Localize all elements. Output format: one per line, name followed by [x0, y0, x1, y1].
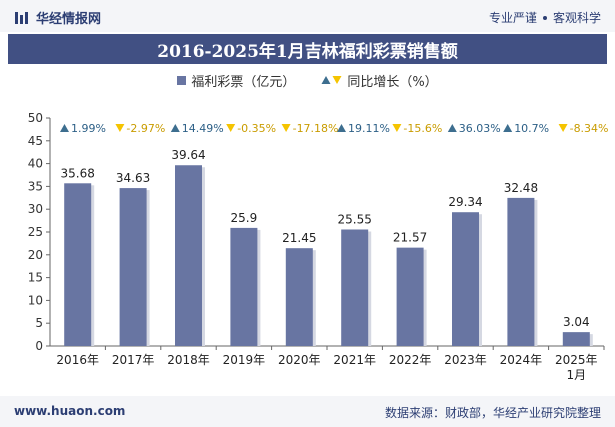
triangle-down-icon [332, 76, 342, 84]
x-tick-label: 2019年 [223, 353, 266, 367]
legend-growth-icon [321, 75, 342, 85]
bar [507, 197, 535, 346]
growth-label: 10.7% [514, 122, 549, 135]
y-tick-label: 35 [28, 179, 43, 193]
brand-name: 华经情报网 [36, 12, 102, 27]
legend-bar-label: 福利彩票（亿元） [191, 74, 296, 90]
bar-value-label: 29.34 [448, 195, 482, 209]
growth-label: 1.99% [71, 122, 106, 135]
y-tick-label: 20 [28, 248, 43, 262]
growth-down-marker [558, 124, 568, 132]
bar [452, 212, 479, 346]
growth-label: 36.03% [459, 122, 501, 135]
footer-source: 数据来源：财政部，华经产业研究院整理 [384, 406, 601, 420]
legend-bar-swatch [177, 75, 187, 85]
tagline-left: 专业严谨 [488, 11, 537, 25]
y-tick-label: 40 [28, 157, 43, 171]
legend-growth-label: 同比增长（%） [347, 74, 438, 90]
x-tick-label-line2: 1月 [566, 368, 586, 382]
chart-legend: 福利彩票（亿元） 同比增长（%） [0, 70, 615, 90]
x-tick-label: 2024年 [500, 353, 543, 367]
y-tick-label: 30 [28, 202, 43, 216]
brand[interactable]: 华经情报网 [14, 8, 101, 27]
x-tick-label: 2017年 [112, 353, 155, 367]
footer-url[interactable]: www.huaon.com [14, 404, 126, 418]
bar [119, 188, 147, 346]
x-tick-label: 2021年 [333, 353, 376, 367]
growth-label: -15.6% [403, 122, 442, 135]
bar-value-label: 34.63 [116, 171, 150, 185]
x-tick-label: 2023年 [444, 353, 487, 367]
x-tick-label: 2018年 [167, 353, 210, 367]
legend-item-growth: 同比增长（%） [321, 71, 438, 90]
y-tick-label: 45 [28, 134, 43, 148]
growth-label: -8.34% [570, 122, 609, 135]
bar-value-label: 21.45 [282, 231, 316, 245]
bar-value-label: 39.64 [171, 148, 205, 162]
growth-down-marker [281, 124, 291, 132]
bar-value-label: 3.04 [563, 315, 590, 329]
x-tick-label: 2016年 [56, 353, 99, 367]
y-tick-label: 15 [28, 271, 43, 285]
bar [562, 332, 590, 346]
growth-up-marker [447, 124, 457, 132]
bar [175, 165, 202, 346]
growth-label: -0.35% [237, 122, 276, 135]
x-tick-label: 2022年 [389, 353, 432, 367]
growth-label: 14.49% [182, 122, 224, 135]
growth-label: -17.18% [293, 122, 339, 135]
y-tick-label: 10 [28, 293, 43, 307]
growth-up-marker [170, 124, 180, 132]
growth-down-marker [392, 124, 402, 132]
bar [285, 248, 313, 346]
footer: www.huaon.com 数据来源：财政部，华经产业研究院整理 [0, 396, 615, 427]
top-bar: 华经情报网 专业严谨 客观科学 [0, 0, 615, 32]
growth-up-marker [337, 124, 346, 132]
y-tick-label: 5 [35, 316, 43, 330]
bar [230, 227, 258, 346]
y-tick-label: 50 [28, 111, 43, 125]
chart-title: 2016-2025年1月吉林福利彩票销售额 [157, 41, 458, 62]
x-tick-label: 2020年 [278, 353, 321, 367]
triangle-up-icon [321, 76, 331, 84]
y-tick-label: 0 [35, 339, 43, 353]
growth-label: -2.97% [126, 122, 165, 135]
bar-value-label: 25.9 [231, 211, 258, 225]
x-tick-label: 2025年 [555, 353, 598, 367]
bar [396, 247, 424, 346]
y-tick-label: 25 [28, 225, 43, 239]
bar-value-label: 35.68 [61, 166, 95, 180]
title-bar: 2016-2025年1月吉林福利彩票销售额 [8, 34, 607, 64]
legend-item-bar: 福利彩票（亿元） [177, 71, 295, 90]
bar [64, 183, 92, 346]
growth-up-marker [60, 124, 69, 132]
bar [341, 229, 369, 346]
brand-logo-icon [15, 11, 28, 24]
growth-down-marker [226, 124, 236, 132]
growth-label: 19.11% [348, 122, 390, 135]
growth-down-marker [115, 124, 125, 132]
bar-value-label: 32.48 [504, 181, 538, 195]
tagline-right: 客观科学 [552, 11, 601, 25]
tagline-dot-icon [542, 15, 547, 20]
tagline: 专业严谨 客观科学 [489, 9, 601, 26]
growth-up-marker [503, 124, 513, 132]
bar-value-label: 21.57 [393, 231, 427, 245]
bar-value-label: 25.55 [338, 212, 372, 226]
